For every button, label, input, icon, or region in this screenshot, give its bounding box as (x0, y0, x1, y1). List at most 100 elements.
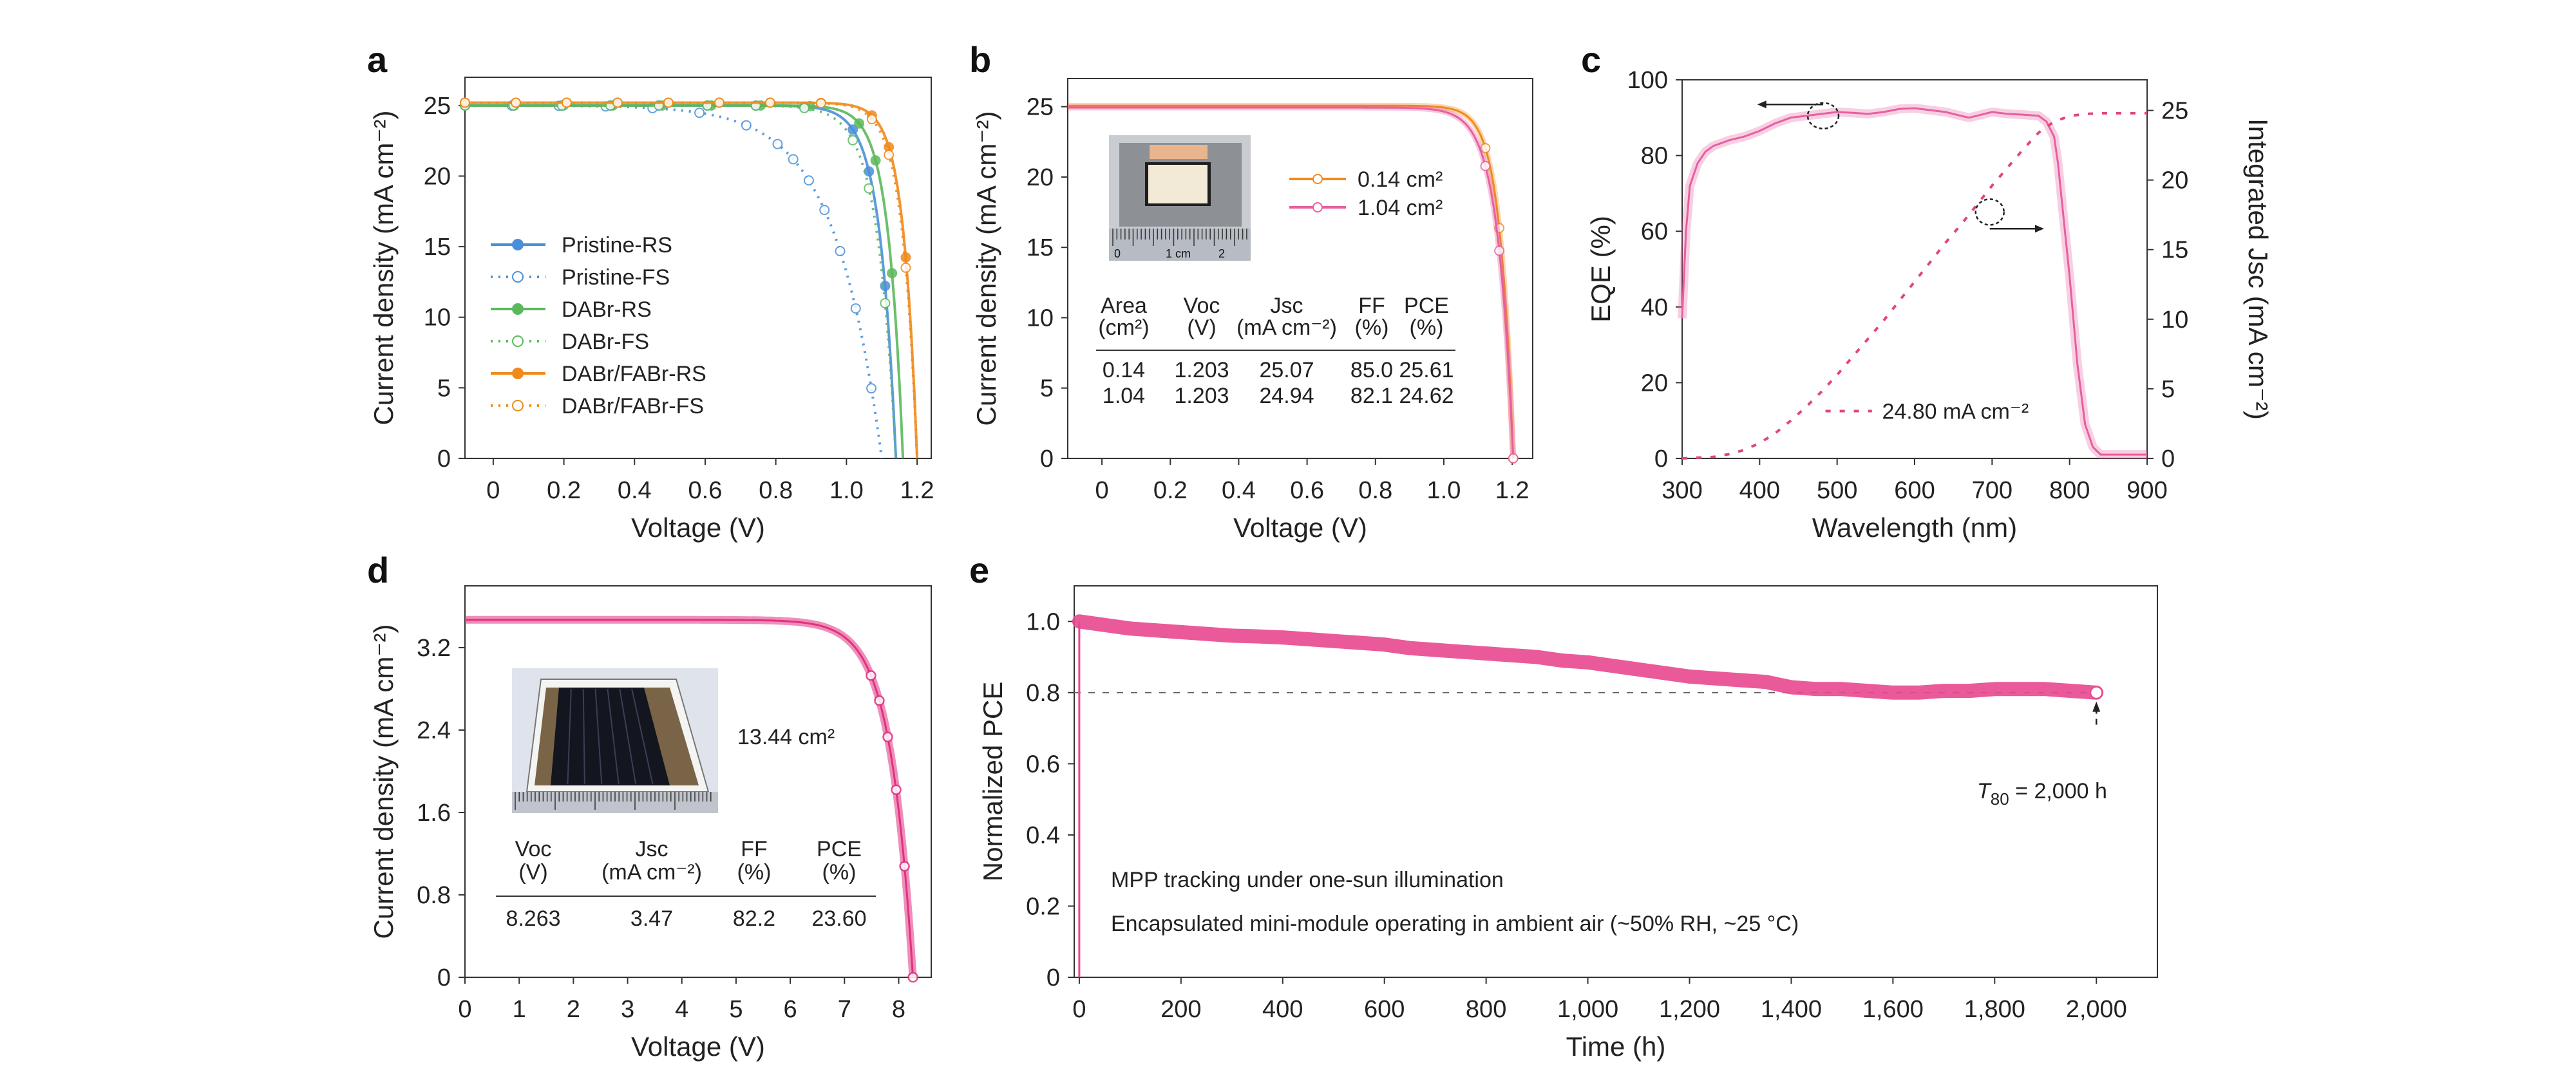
end-point (2090, 686, 2103, 699)
t80-subscript: 80 (1991, 789, 2009, 809)
x-tick-label: 600 (1364, 996, 1405, 1023)
ruler-label: 1 cm (1166, 247, 1191, 260)
legend-entry: Pristine-RS (562, 233, 672, 258)
table-header-unit: (cm²) (1098, 315, 1149, 340)
data-point (874, 695, 885, 706)
legend-entry: 1.04 cm² (1358, 196, 1443, 220)
ruler-label: 0 (1114, 247, 1121, 260)
x-tick-label: 3 (621, 996, 634, 1023)
x-tick-label: 800 (2049, 477, 2090, 504)
pce-trace (1072, 614, 2104, 700)
jv-line (465, 619, 914, 978)
x-tick-label: 400 (1262, 996, 1303, 1023)
condition-note-1: MPP tracking under one-sun illumination (1111, 868, 1504, 892)
left-arrow-head (1757, 100, 1766, 109)
legend-swatch-marker (512, 271, 524, 283)
t80-symbol: T (1977, 779, 1992, 803)
x-tick-label: 0 (458, 996, 471, 1023)
x-axis-label: Voltage (V) (631, 1031, 765, 1062)
x-tick-label: 4 (675, 996, 688, 1023)
table-header-unit: (V) (1187, 315, 1216, 340)
y-tick-label: 20 (1641, 370, 1668, 397)
y-tick-label: 15 (424, 234, 451, 261)
x-tick-label: 1.0 (1427, 477, 1461, 504)
x-tick-label: 1.0 (829, 477, 864, 504)
data-point (663, 97, 674, 108)
x-tick-label: 8 (892, 996, 905, 1023)
x-tick-label: 400 (1739, 477, 1780, 504)
panel-label-a: a (367, 39, 388, 80)
data-point (460, 97, 470, 108)
table-cell: 8.263 (506, 906, 560, 931)
y-axis-label: Current density (mA cm⁻²) (971, 111, 1001, 426)
x-axis-label: Voltage (V) (1233, 512, 1367, 543)
x-axis-label: Time (h) (1566, 1031, 1666, 1062)
data-point (882, 731, 893, 743)
data-point (788, 154, 799, 165)
x-axis-label: Wavelength (nm) (1812, 512, 2017, 543)
table-header: FF (741, 837, 768, 861)
x-tick-label: 0.4 (1222, 477, 1256, 504)
data-point (803, 175, 814, 186)
table-header-unit: (%) (1410, 315, 1444, 340)
y-axis-label: EQE (%) (1586, 216, 1616, 323)
table-cell: 25.07 (1259, 358, 1314, 382)
y-tick-label: 0.2 (1026, 893, 1060, 920)
y-tick-label: 10 (424, 305, 451, 332)
x-tick-label: 1.2 (1495, 477, 1530, 504)
y2-tick-label: 20 (2161, 167, 2188, 194)
data-point (880, 281, 891, 292)
table-cell: 1.203 (1174, 384, 1229, 408)
y-axis-label: Normalized PCE (978, 682, 1008, 881)
data-point (815, 98, 826, 109)
legend-swatch-marker (512, 335, 524, 347)
table-cell: 1.04 (1103, 384, 1145, 408)
data-point (899, 861, 910, 872)
series-line-dabr-rs (465, 104, 905, 459)
table-header-unit: (%) (737, 860, 772, 885)
y-tick-label: 10 (1027, 305, 1054, 332)
x-tick-label: 500 (1817, 477, 1857, 504)
table-header-unit: (V) (518, 860, 547, 885)
y-tick-label: 2.4 (417, 717, 451, 744)
x-tick-label: 7 (838, 996, 851, 1023)
data-point (854, 118, 865, 129)
y-tick-label: 1.0 (1026, 608, 1060, 635)
legend-entry: 0.14 cm² (1358, 167, 1443, 192)
legend-swatch-marker (512, 368, 524, 379)
x-tick-label: 900 (2126, 477, 2167, 504)
x-tick-label: 1,200 (1659, 996, 1720, 1023)
photo-ruler (1109, 229, 1251, 261)
y-tick-label: 0 (437, 964, 451, 991)
photo-scribe-line (582, 688, 585, 785)
data-point (887, 268, 898, 279)
data-point (510, 97, 521, 108)
x-tick-label: 5 (729, 996, 743, 1023)
panel-label-e: e (969, 550, 989, 590)
x-tick-label: 1,000 (1557, 996, 1618, 1023)
y-tick-label: 5 (1040, 375, 1054, 402)
data-point (694, 108, 705, 118)
x-tick-label: 0 (1072, 996, 1086, 1023)
eqe-axis-indicator-circle (1806, 102, 1840, 130)
x-tick-label: 700 (1972, 477, 2012, 504)
panel-e: e0 200 400 600 800 1,000 1,200 1,400 1,600 1,800 2… (969, 550, 2158, 1062)
y-tick-label: 0 (1654, 446, 1668, 473)
x-tick-label: 6 (784, 996, 797, 1023)
t80-value: = 2,000 h (2009, 779, 2107, 803)
data-point (819, 205, 830, 216)
t80-arrow-head (2092, 701, 2101, 712)
data-point (772, 138, 783, 149)
module-area-label: 13.44 cm² (737, 725, 835, 749)
condition-note-2: Encapsulated mini-module operating in am… (1111, 912, 1799, 936)
table-header: Voc (1184, 294, 1220, 318)
legend-swatch-marker (512, 239, 524, 250)
table-header: FF (1358, 294, 1385, 318)
data-point (900, 252, 911, 263)
x-tick-label: 200 (1160, 996, 1201, 1023)
y2-tick-label: 5 (2161, 376, 2175, 403)
y-tick-label: 100 (1627, 67, 1668, 94)
series-line (1068, 104, 1515, 459)
y2-tick-label: 25 (2161, 98, 2188, 125)
table-header: Jsc (1271, 294, 1303, 318)
